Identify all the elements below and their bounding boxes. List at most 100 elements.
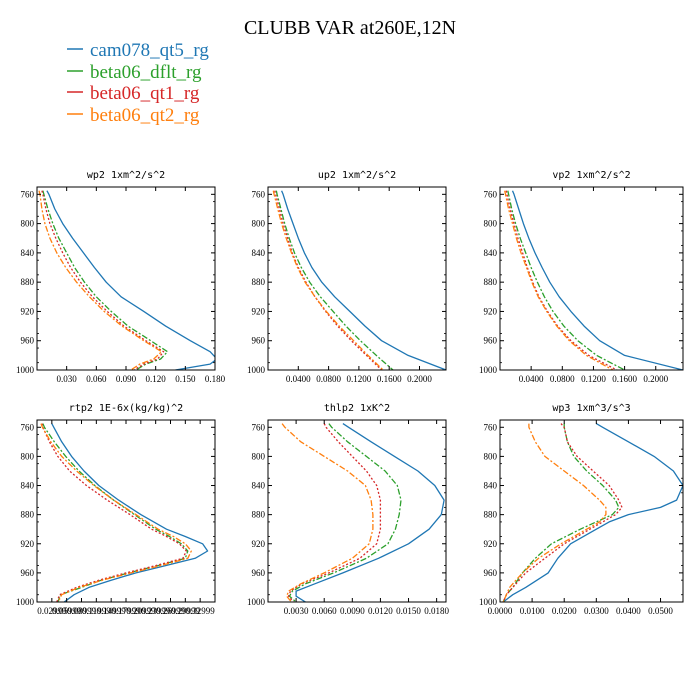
x-tick-label: 0.180 <box>205 374 226 384</box>
y-tick-label: 840 <box>252 481 266 491</box>
y-tick-label: 960 <box>252 336 266 346</box>
y-tick-label: 880 <box>252 510 266 520</box>
y-tick-label: 960 <box>21 336 35 346</box>
subplot-panel: vp2 1xm^2/s^2 760 800 840 880 920 960 1000 0.040… <box>479 170 684 384</box>
y-tick-label: 920 <box>252 539 266 549</box>
series-line <box>507 190 625 370</box>
x-tick-label: 0.1200 <box>347 374 372 384</box>
x-tick-label: 0.0800 <box>550 374 575 384</box>
y-tick-label: 1000 <box>16 365 35 375</box>
legend-label: beta06_qt1_rg <box>90 83 200 104</box>
y-tick-label: 920 <box>21 306 35 316</box>
series-line <box>41 190 165 370</box>
y-tick-label: 840 <box>484 248 498 258</box>
y-tick-label: 800 <box>484 219 498 229</box>
series-line <box>42 423 189 602</box>
legend-label: beta06_qt2_rg <box>90 105 200 126</box>
x-tick-label: 0.0500 <box>648 606 673 616</box>
y-tick-label: 760 <box>484 189 498 199</box>
series-line <box>272 190 384 370</box>
subplot-panel: wp3 1xm^3/s^3 760 800 840 880 920 960 10000.000… <box>479 403 684 616</box>
x-tick-label: 0.17999 <box>111 606 141 616</box>
series-line <box>41 423 187 602</box>
y-tick-label: 1000 <box>479 365 498 375</box>
series-group <box>504 190 683 370</box>
panel-title: wp3 1xm^3/s^3 <box>552 403 630 414</box>
y-tick-label: 920 <box>484 306 498 316</box>
y-tick-label: 800 <box>252 219 266 229</box>
panel-title: wp2 1xm^2/s^2 <box>87 170 165 181</box>
series-line <box>502 423 607 602</box>
series-line <box>502 423 683 602</box>
panel-title: thlp2 1xK^2 <box>324 403 390 414</box>
series-group <box>502 423 683 602</box>
x-tick-label: 0.26999 <box>156 606 186 616</box>
x-tick-label: 0.1600 <box>377 374 402 384</box>
legend-item: cam078_qt5_rg <box>67 40 209 61</box>
y-tick-label: 800 <box>21 451 35 461</box>
x-tick-label: 0.29999 <box>171 606 201 616</box>
panel-grid: wp2 1xm^2/s^2 760 800 840 880 920 960 1000 0.030… <box>16 170 684 616</box>
x-tick-label: 0.1600 <box>612 374 637 384</box>
series-line <box>274 190 383 370</box>
series-group <box>38 190 215 370</box>
y-tick-label: 760 <box>484 422 498 432</box>
y-tick-label: 840 <box>484 481 498 491</box>
series-line <box>287 423 382 602</box>
y-tick-label: 1000 <box>479 597 498 607</box>
y-tick-label: 960 <box>484 568 498 578</box>
y-tick-label: 920 <box>484 539 498 549</box>
panel-frame <box>499 186 684 371</box>
series-line <box>46 190 215 370</box>
y-tick-label: 920 <box>252 306 266 316</box>
x-tick-label: 0.060 <box>86 374 107 384</box>
x-tick-label: 0.090 <box>116 374 137 384</box>
legend-item: beta06_qt2_rg <box>67 105 200 126</box>
series-line <box>275 190 394 370</box>
series-line <box>511 190 683 370</box>
x-tick-label: 0.20999 <box>126 606 156 616</box>
figure-title: CLUBB VAR at260E,12N <box>244 17 456 39</box>
y-tick-label: 760 <box>21 422 35 432</box>
series-line <box>502 423 620 602</box>
x-tick-label: 0.0100 <box>520 606 545 616</box>
subplot-panel: rtp2 1E-6x(kg/kg)^2 760 800 840 880 920 960 100… <box>16 403 216 616</box>
x-tick-label: 0.11999 <box>82 606 111 616</box>
x-tick-label: 0.0060 <box>312 606 337 616</box>
series-group <box>40 423 209 602</box>
y-tick-label: 880 <box>21 510 35 520</box>
panel-frame <box>267 186 447 371</box>
legend-label: cam078_qt5_rg <box>90 40 209 61</box>
series-group <box>272 190 446 370</box>
series-line <box>502 423 623 602</box>
x-tick-label: 0.2000 <box>407 374 432 384</box>
y-tick-label: 760 <box>252 422 266 432</box>
y-tick-label: 800 <box>484 451 498 461</box>
legend-label: beta06_dflt_rg <box>90 62 202 83</box>
legend-item: beta06_dflt_rg <box>67 62 202 83</box>
subplot-panel: wp2 1xm^2/s^2 760 800 840 880 920 960 1000 0.030… <box>16 170 226 384</box>
y-tick-label: 960 <box>484 336 498 346</box>
x-tick-label: 0.0300 <box>584 606 609 616</box>
series-group <box>281 423 445 602</box>
x-tick-label: 0.1200 <box>581 374 606 384</box>
y-tick-label: 880 <box>21 277 35 287</box>
x-tick-label: 0.150 <box>175 374 196 384</box>
y-tick-label: 1000 <box>247 365 266 375</box>
y-tick-label: 840 <box>21 481 35 491</box>
series-line <box>281 190 446 370</box>
series-line <box>51 423 209 602</box>
y-tick-label: 1000 <box>16 597 35 607</box>
y-tick-label: 880 <box>484 510 498 520</box>
x-tick-label: 0.0120 <box>368 606 393 616</box>
panel-frame <box>36 186 216 371</box>
x-tick-label: 0.0180 <box>424 606 449 616</box>
subplot-panel: up2 1xm^2/s^2 760 800 840 880 920 960 1000 0.040… <box>247 170 447 384</box>
y-tick-label: 960 <box>252 568 266 578</box>
series-line <box>288 423 402 602</box>
series-line <box>504 190 614 370</box>
series-line <box>281 423 374 602</box>
series-line <box>505 190 618 370</box>
